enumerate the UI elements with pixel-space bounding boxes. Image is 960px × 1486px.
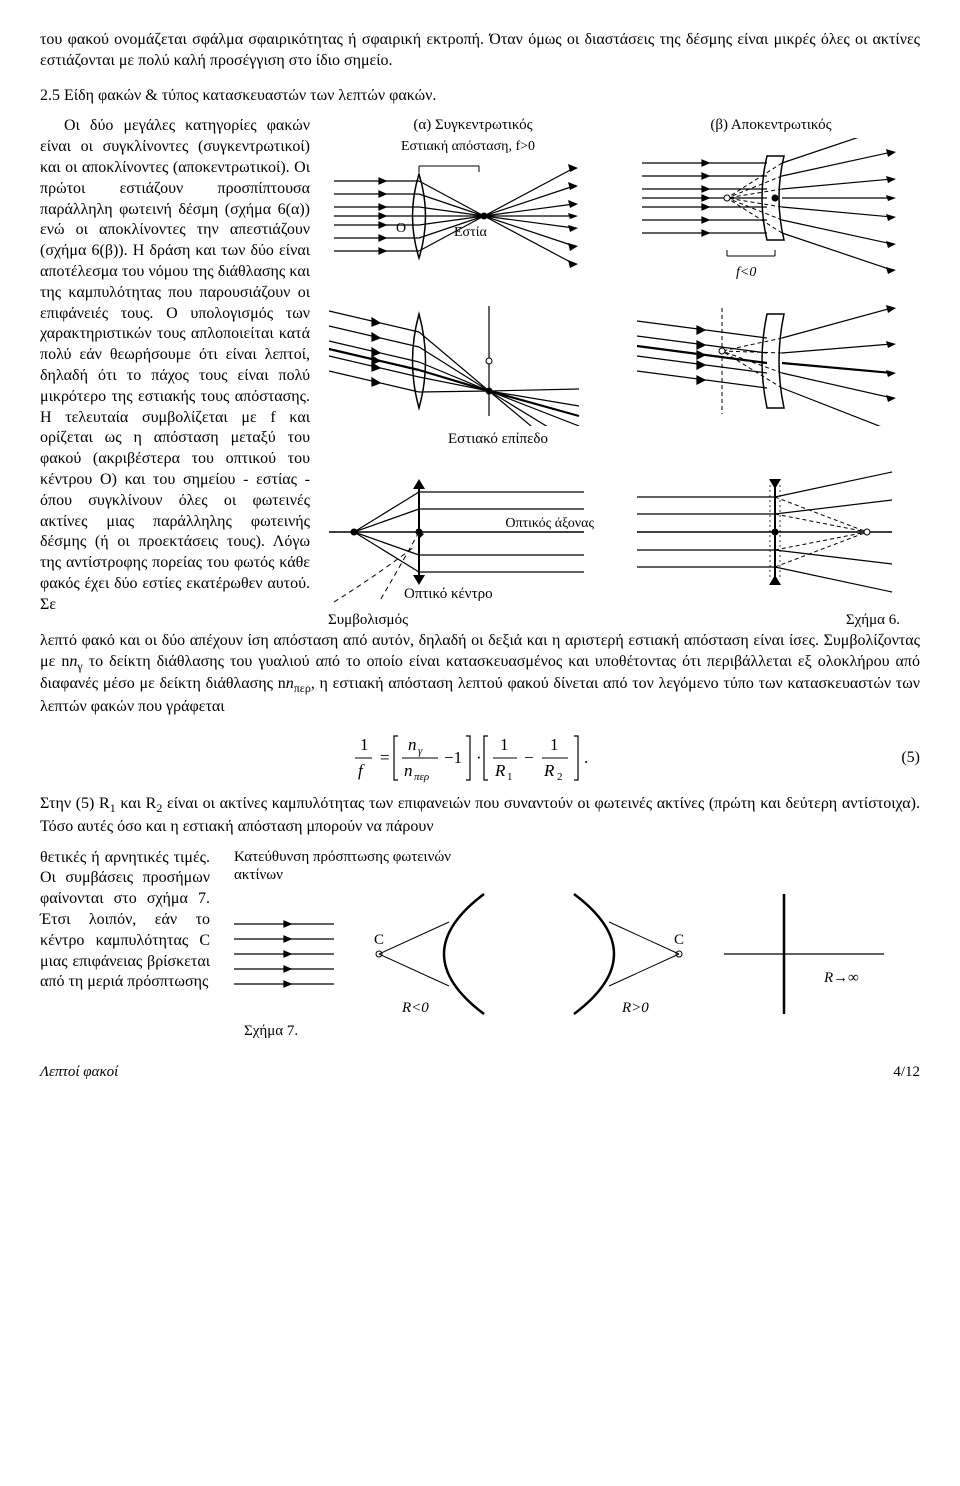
svg-text:n: n [404,761,413,780]
equation-5: 1 f = n γ n περ −1 · 1 R 1 − 1 R 2 . (5) [40,728,920,788]
fig6-optical-center-label: Οπτικό κέντρο [404,585,493,605]
fig7-rpos: R>0 [621,1000,649,1016]
after-equation-paragraph: Στην (5) R1 και R2 είναι οι ακτίνες καμπ… [40,794,920,838]
footer: Λεπτοί φακοί 4/12 [40,1063,920,1083]
two-column-layout: Οι δύο μεγάλες κατηγορίες φακών είναι οι… [40,116,920,631]
fig6-focal-plane-label: Εστιακό επίπεδο [384,430,612,450]
bottom-left-text: θετικές ή αρνητικές τιμές. Οι συμβάσεις … [40,848,210,1042]
fig6-diverging-oblique [632,296,920,450]
section-title: 2.5 Είδη φακών & τύπος κατασκευαστών των… [40,86,920,107]
svg-text:1: 1 [500,735,509,754]
converging-lens-parallel-icon [324,156,604,276]
svg-text:1: 1 [550,735,559,754]
fig7-c2-label: C [674,932,684,948]
svg-text:R: R [494,761,506,780]
fig6-focus-label: Εστία [454,224,487,242]
fig6-fneg-label: f<0 [736,264,756,282]
fig7-c1-label: C [374,932,384,948]
fig6-converging-oblique: Εστιακό επίπεδο [324,296,612,450]
left-text: Οι δύο μεγάλες κατηγορίες φακών είναι οι… [40,117,310,612]
footer-right: 4/12 [893,1063,920,1083]
svg-text:1: 1 [507,771,513,783]
svg-text:−: − [524,748,534,767]
fig6-converging-symbol: Οπτικός άξονας Οπτικό κέντρο [324,467,612,607]
converging-lens-oblique-icon [324,296,604,426]
fig7-rneg: R<0 [401,1000,429,1016]
fig6-col-b-title: (β) Αποκεντρωτικός [622,116,920,136]
left-paragraph: Οι δύο μεγάλες κατηγορίες φακών είναι οι… [40,116,310,631]
fig6-converging-parallel: Εστιακή απόσταση, f>0 [324,138,612,278]
fig6-optical-axis-label: Οπτικός άξονας [505,515,594,533]
svg-text:f: f [358,761,365,780]
fig7-incidence-dir: Κατεύθυνση πρόσπτωσης φωτεινών ακτίνων [234,848,454,884]
intro-paragraph: του φακού ονομάζεται σφάλμα σφαιρικότητα… [40,30,920,72]
fig6-caption: Σχήμα 6. [614,611,920,631]
fig6-col-a-title: (α) Συγκεντρωτικός [324,116,622,136]
equation-5-icon: 1 f = n γ n περ −1 · 1 R 1 − 1 R 2 . [350,728,610,788]
diverging-lens-oblique-icon [632,296,912,426]
diverging-symbol-icon [632,467,912,607]
figure-7-svg: C R<0 C R>0 R→∞ [224,884,904,1034]
fig6-symbol-label: Συμβολισμός [324,611,614,631]
svg-text:=: = [380,748,390,767]
svg-text:2: 2 [557,771,563,783]
svg-text:−1: −1 [444,748,462,767]
fig6-o-label: O [396,220,406,238]
footer-left: Λεπτοί φακοί [40,1063,118,1083]
svg-text:R: R [543,761,555,780]
fig6-diverging-symbol [632,467,920,607]
fig6-focal-label: Εστιακή απόσταση, f>0 [324,138,612,156]
after-col-paragraph: λεπτό φακό και οι δύο απέχουν ίση απόστα… [40,631,920,718]
figure-7: Κατεύθυνση πρόσπτωσης φωτεινών ακτίνων C… [224,848,920,1042]
svg-text:·: · [476,748,482,767]
svg-text:γ: γ [418,745,423,757]
svg-text:n: n [408,735,417,754]
svg-text:1: 1 [360,735,369,754]
svg-text:.: . [584,748,588,767]
diverging-lens-parallel-icon [632,138,912,278]
figure-6: (α) Συγκεντρωτικός (β) Αποκεντρωτικός Εσ… [324,116,920,631]
fig6-diverging-parallel: f<0 [632,138,920,278]
figure-7-wrap: θετικές ή αρνητικές τιμές. Οι συμβάσεις … [40,848,920,1042]
fig7-caption: Σχήμα 7. [244,1022,920,1042]
svg-text:περ: περ [414,771,429,783]
equation-5-number: (5) [901,748,920,769]
fig7-rinf: R→∞ [823,970,859,986]
